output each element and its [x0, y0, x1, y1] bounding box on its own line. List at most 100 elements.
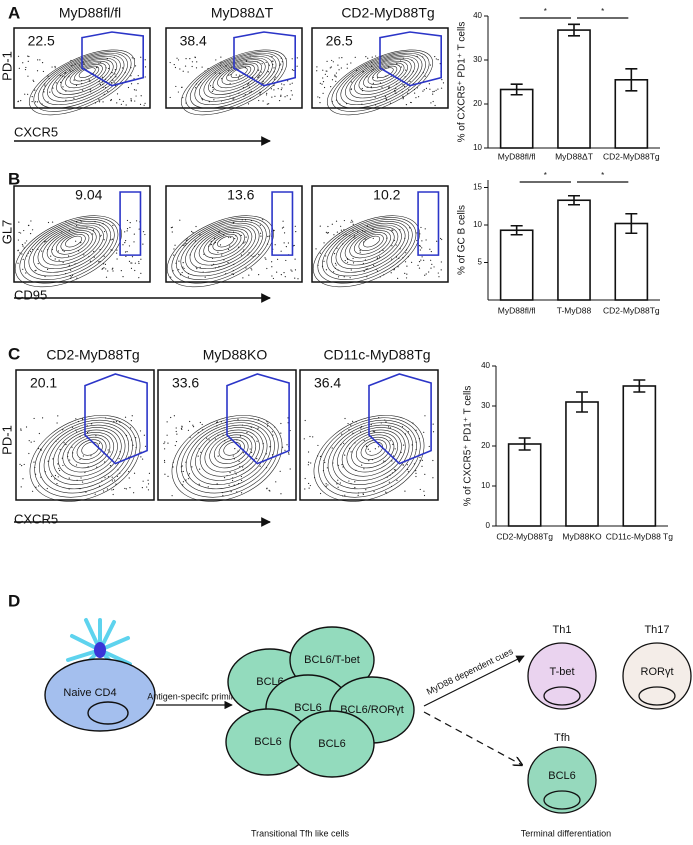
- flow-dot: [271, 261, 273, 263]
- flow-dot: [250, 451, 253, 453]
- flow-dot: [424, 228, 426, 230]
- flow-dot: [237, 418, 239, 420]
- flow-dot: [171, 226, 173, 228]
- flow-dot: [332, 61, 334, 63]
- flow-dot: [436, 240, 438, 242]
- flow-dot: [239, 435, 242, 437]
- flow-dot: [116, 249, 118, 251]
- flow-dot: [268, 489, 270, 491]
- flow-dot: [135, 95, 137, 97]
- flow-dot: [437, 272, 439, 274]
- flow-dot: [105, 276, 108, 278]
- flow-dot: [280, 95, 282, 97]
- y-tick-label: 30: [481, 401, 490, 410]
- bar: [614, 222, 649, 301]
- flow-dot: [244, 93, 246, 96]
- flow-dot: [258, 253, 260, 256]
- flow-contour: [171, 217, 271, 284]
- flow-dot: [424, 415, 426, 417]
- flow-dot: [115, 483, 117, 485]
- terminal-cell-name: Th17: [644, 624, 669, 636]
- flow-gate-value: 26.5: [326, 33, 353, 49]
- flow-contour: [39, 419, 133, 494]
- flow-dot: [394, 91, 396, 93]
- flow-dot: [181, 465, 183, 467]
- terminal-cell-marker: BCL6: [548, 770, 576, 782]
- flow-dot: [428, 271, 430, 273]
- flow-dot: [75, 240, 77, 242]
- flow-dot: [111, 72, 113, 74]
- flow-dot: [343, 442, 345, 444]
- flow-dot: [98, 101, 101, 103]
- y-axis-label: % of GC B cells: [457, 205, 468, 275]
- x-tick-label: MyD88fl/fl: [498, 151, 536, 161]
- flow-dot: [285, 259, 287, 262]
- flow-dot: [257, 69, 260, 71]
- flow-dot: [21, 243, 24, 246]
- flow-dot: [31, 490, 34, 492]
- flow-dot: [116, 258, 118, 260]
- flow-dot: [67, 255, 70, 257]
- flow-dot: [20, 428, 22, 430]
- flow-dot: [336, 247, 338, 249]
- flow-dot: [104, 461, 106, 463]
- flow-dot: [323, 260, 325, 262]
- flow-contour: [207, 232, 242, 255]
- flow-dot: [22, 258, 24, 260]
- flow-dot: [56, 422, 58, 424]
- flow-dot: [141, 458, 144, 460]
- flow-dot: [394, 448, 396, 450]
- flow-dot: [344, 259, 346, 262]
- flow-dot: [82, 455, 84, 457]
- flow-dot: [130, 98, 132, 100]
- flow-dot: [397, 277, 399, 280]
- flow-gate: [271, 191, 294, 256]
- flow-dot: [120, 103, 122, 105]
- flow-dot: [367, 57, 369, 59]
- flow-dot: [266, 425, 269, 427]
- flow-dot: [242, 277, 244, 279]
- flow-dot: [396, 479, 398, 481]
- flow-dot: [47, 75, 49, 77]
- flow-dot: [86, 431, 89, 434]
- flow-dot: [37, 262, 39, 265]
- flow-dot: [342, 466, 344, 468]
- flow-dot: [31, 248, 34, 251]
- bar: [565, 401, 599, 527]
- flow-dot: [341, 57, 343, 59]
- cues-arrow: [423, 655, 525, 707]
- flow-dot: [257, 427, 259, 429]
- flow-dot: [23, 463, 25, 466]
- flow-dot: [89, 260, 92, 262]
- flow-dot: [192, 232, 194, 234]
- flow-dot: [111, 476, 113, 478]
- flow-dot: [163, 459, 166, 462]
- flow-dot: [206, 437, 208, 439]
- flow-dot: [325, 255, 327, 257]
- flow-dot: [20, 232, 22, 234]
- flow-gate: [233, 31, 297, 87]
- flow-dot: [440, 87, 443, 89]
- flow-dot: [419, 245, 422, 247]
- flow-dot: [57, 250, 60, 252]
- flow-dot: [84, 471, 86, 474]
- flow-dot: [432, 431, 435, 433]
- flow-dot: [50, 255, 52, 257]
- flow-dot: [173, 63, 175, 66]
- flow-dot: [385, 491, 387, 493]
- flow-dot: [52, 87, 54, 89]
- flow-dot: [432, 423, 434, 425]
- flow-dot: [112, 267, 114, 269]
- flow-dot: [130, 75, 132, 77]
- flow-dot: [272, 434, 274, 436]
- flow-dot: [189, 420, 191, 423]
- flow-contour: [322, 219, 413, 280]
- flow-dot: [319, 102, 321, 104]
- flow-dot: [73, 97, 75, 100]
- flow-dot: [405, 252, 407, 254]
- flow-dot: [416, 239, 418, 242]
- terminal-cell-marker: RORγt: [641, 666, 674, 678]
- flow-contour: [19, 217, 119, 284]
- flow-dot: [201, 99, 204, 101]
- flow-dot: [333, 253, 336, 255]
